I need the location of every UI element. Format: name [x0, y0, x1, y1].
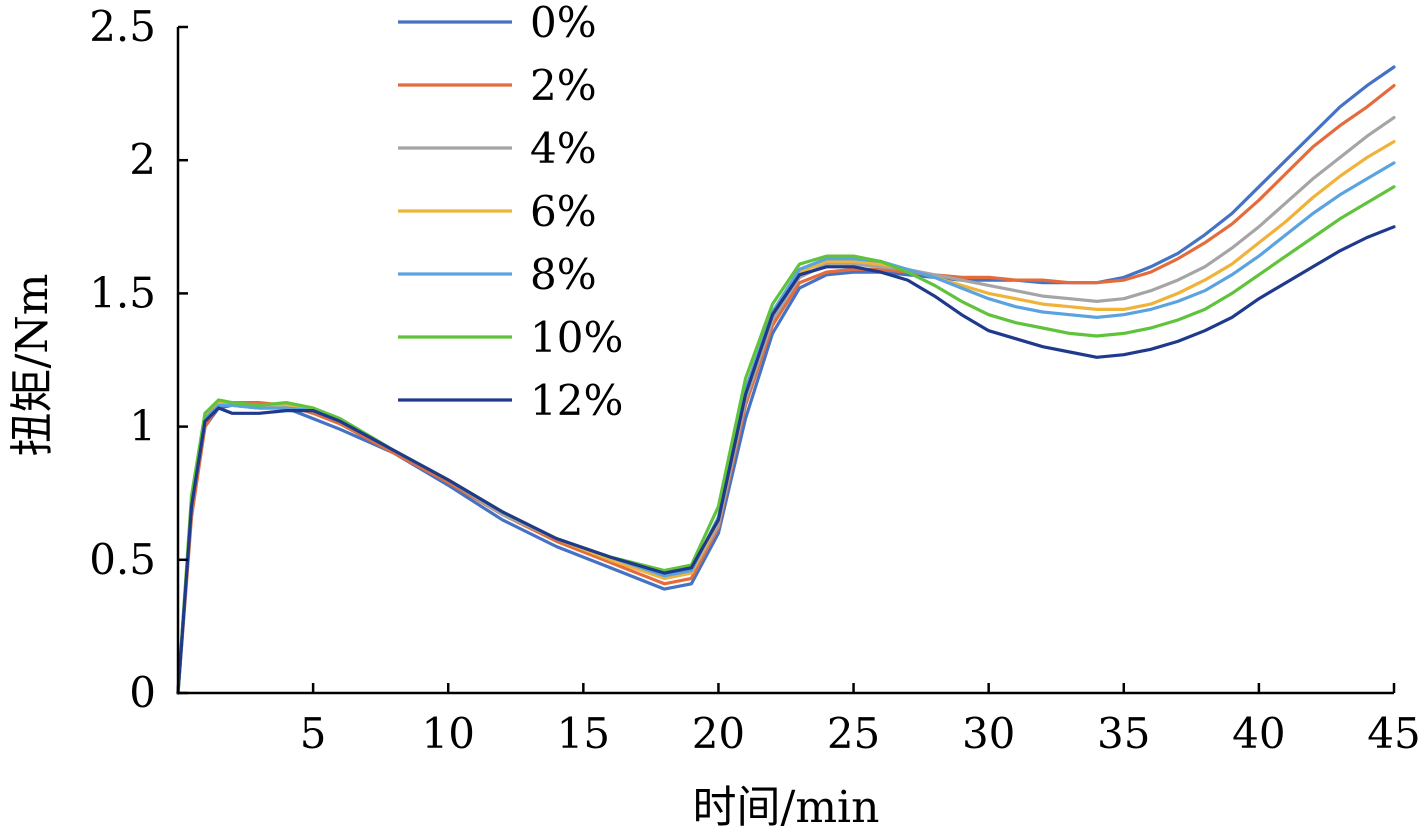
- legend-label: 0%: [530, 0, 597, 47]
- x-tick-label: 25: [827, 709, 880, 758]
- series-line-12pct: [176, 225, 1396, 695]
- series-line-10pct: [176, 185, 1396, 695]
- y-tick-label: 2.5: [89, 2, 156, 51]
- legend-label: 6%: [530, 187, 597, 236]
- series-line-2pct: [176, 84, 1396, 695]
- x-tick-label: 15: [557, 709, 610, 758]
- series-line-8pct: [176, 161, 1396, 695]
- y-tick-label: 1: [129, 402, 156, 451]
- legend-label: 12%: [530, 376, 623, 425]
- x-tick-label: 10: [421, 709, 474, 758]
- legend: 0% 2% 4% 6% 8% 10% 12%: [398, 0, 623, 425]
- legend-label: 10%: [530, 313, 623, 362]
- x-tick-label: 40: [1232, 709, 1285, 758]
- y-tick-label: 2: [129, 135, 156, 184]
- legend-label: 8%: [530, 250, 597, 299]
- y-tick-label: 1.5: [89, 268, 156, 317]
- series-line-4pct: [176, 116, 1396, 695]
- y-axis-title: 扭矩/Nm: [7, 273, 58, 456]
- x-tick-label: 45: [1367, 709, 1420, 758]
- x-tick-label: 30: [962, 709, 1015, 758]
- x-tick-label: 35: [1097, 709, 1150, 758]
- series-line-0pct: [176, 65, 1396, 695]
- x-tick-label: 20: [692, 709, 745, 758]
- series-line-6pct: [176, 140, 1396, 695]
- legend-label: 2%: [530, 61, 597, 110]
- x-axis-title: 时间/min: [693, 782, 880, 831]
- x-ticks: 5 10 15 20 25 30 35 40 45: [300, 683, 1421, 758]
- y-tick-label: 0: [129, 668, 156, 717]
- legend-label: 4%: [530, 124, 597, 173]
- x-tick-label: 5: [300, 709, 327, 758]
- y-ticks: 0 0.5 1 1.5 2 2.5: [89, 2, 188, 717]
- series-layer: [176, 65, 1396, 695]
- y-tick-label: 0.5: [89, 535, 156, 584]
